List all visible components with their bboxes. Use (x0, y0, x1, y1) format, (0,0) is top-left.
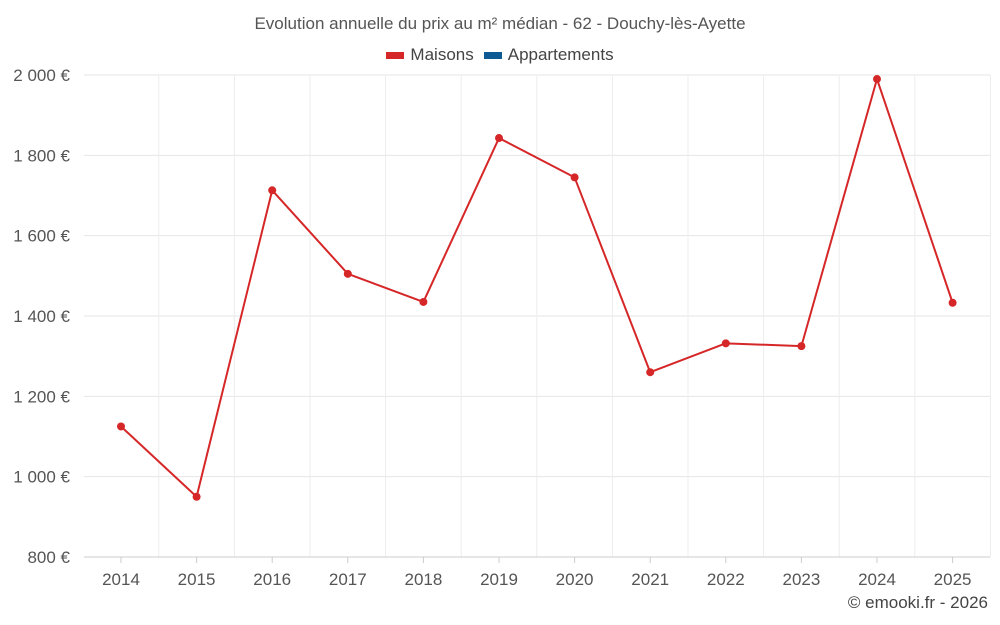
x-tick-label: 2017 (329, 570, 367, 589)
y-tick-label: 1 400 € (13, 307, 70, 326)
x-tick-label: 2019 (480, 570, 518, 589)
y-tick-label: 2 000 € (13, 66, 70, 85)
x-tick-label: 2015 (178, 570, 216, 589)
series-line-maisons (120, 78, 954, 498)
legend-swatch-appartements (483, 51, 502, 59)
data-point[interactable] (570, 173, 579, 182)
copyright-text: © emooki.fr - 2026 (847, 593, 988, 612)
data-point[interactable] (268, 186, 277, 195)
data-point[interactable] (117, 422, 125, 431)
x-tick-label: 2021 (631, 570, 669, 589)
x-tick-label: 2016 (253, 570, 291, 589)
y-tick-label: 1 000 € (13, 468, 70, 487)
x-tick-label: 2024 (858, 570, 896, 589)
x-tick-label: 2014 (102, 570, 140, 589)
data-point[interactable] (721, 339, 730, 348)
legend-swatch-maisons (386, 51, 405, 59)
chart-legend: Maisons Appartements (0, 45, 1000, 65)
legend-item-maisons[interactable]: Maisons (386, 45, 474, 65)
x-tick-label: 2025 (934, 570, 972, 589)
data-point[interactable] (948, 298, 957, 307)
chart-title: Evolution annuelle du prix au m² médian … (254, 14, 746, 33)
legend-item-appartements[interactable]: Appartements (483, 45, 614, 65)
data-point[interactable] (343, 269, 352, 278)
data-point[interactable] (797, 342, 806, 351)
x-tick-label: 2022 (707, 570, 745, 589)
y-tick-label: 1 800 € (13, 146, 70, 165)
x-tick-label: 2018 (404, 570, 442, 589)
y-tick-label: 800 € (27, 548, 70, 567)
y-tick-label: 1 200 € (13, 387, 70, 406)
data-point[interactable] (495, 134, 503, 143)
data-point[interactable] (192, 492, 201, 501)
data-point[interactable] (419, 297, 428, 306)
data-point[interactable] (646, 368, 655, 377)
x-tick-label: 2023 (782, 570, 820, 589)
legend-label-appartements: Appartements (507, 45, 614, 64)
data-point[interactable] (873, 75, 881, 84)
y-tick-label: 1 600 € (13, 227, 70, 246)
x-tick-label: 2020 (556, 570, 594, 589)
legend-label-maisons: Maisons (410, 45, 474, 64)
